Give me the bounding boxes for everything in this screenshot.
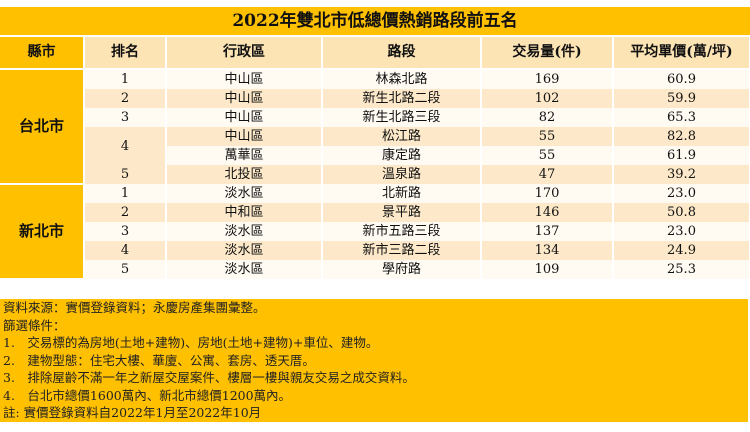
table-row: 萬華區 康定路 55 61.9 bbox=[0, 146, 750, 165]
volume-cell: 134 bbox=[481, 241, 614, 260]
road-cell: 松江路 bbox=[322, 127, 482, 146]
district-cell: 萬華區 bbox=[166, 146, 323, 165]
price-cell: 82.8 bbox=[613, 127, 750, 146]
road-cell: 林森北路 bbox=[322, 69, 482, 89]
volume-cell: 109 bbox=[481, 260, 614, 279]
road-cell: 溫泉路 bbox=[322, 165, 482, 184]
volume-cell: 146 bbox=[481, 203, 614, 222]
district-cell: 淡水區 bbox=[166, 260, 323, 279]
city-cell: 新北市 bbox=[0, 184, 85, 280]
header-road: 路段 bbox=[322, 37, 482, 70]
rank-cell: 2 bbox=[84, 89, 167, 108]
header-row: 縣市 排名 行政區 路段 交易量(件) 平均單價(萬/坪) bbox=[0, 37, 750, 70]
price-cell: 65.3 bbox=[613, 108, 750, 127]
district-cell: 北投區 bbox=[166, 165, 323, 184]
header-price: 平均單價(萬/坪) bbox=[613, 37, 750, 70]
road-cell: 新生北路三段 bbox=[322, 108, 482, 127]
volume-cell: 102 bbox=[481, 89, 614, 108]
volume-cell: 47 bbox=[481, 165, 614, 184]
price-cell: 24.9 bbox=[613, 241, 750, 260]
road-cell: 北新路 bbox=[322, 184, 482, 203]
footnote-line: 1. 交易標的為房地(土地+建物)、房地(土地+建物)+車位、建物。 bbox=[3, 335, 379, 350]
footnote-line: 2. 建物型態：住宅大樓、華廈、公寓、套房、透天厝。 bbox=[3, 352, 315, 368]
rank-cell: 3 bbox=[84, 108, 167, 127]
price-cell: 61.9 bbox=[613, 146, 750, 165]
district-cell: 淡水區 bbox=[166, 222, 323, 241]
district-cell: 中山區 bbox=[166, 89, 323, 108]
footnote-line: 註: 實價登錄資料自2022年1月至2022年10月 bbox=[3, 405, 262, 420]
road-cell: 康定路 bbox=[322, 146, 482, 165]
road-cell: 新生北路二段 bbox=[322, 89, 482, 108]
rank-cell: 1 bbox=[84, 69, 167, 89]
district-cell: 中山區 bbox=[166, 127, 323, 146]
district-cell: 中山區 bbox=[166, 69, 323, 89]
footnote-line: 資料來源：實價登錄資料；永慶房產集團彙整。 bbox=[3, 300, 266, 315]
rank-cell: 5 bbox=[84, 165, 167, 184]
footnote-line: 篩選條件： bbox=[3, 317, 66, 333]
price-cell: 23.0 bbox=[613, 222, 750, 241]
rank-cell: 1 bbox=[84, 184, 167, 203]
table-row: 5 淡水區 學府路 109 25.3 bbox=[0, 260, 750, 279]
rank-cell: 4 bbox=[84, 127, 167, 165]
rank-cell: 5 bbox=[84, 260, 167, 279]
table-row: 台北市 1 中山區 林森北路 169 60.9 bbox=[0, 69, 750, 185]
price-cell: 59.9 bbox=[613, 89, 750, 108]
table-row: 3 淡水區 新市五路三段 137 23.0 bbox=[0, 222, 750, 241]
district-cell: 中和區 bbox=[166, 203, 323, 222]
price-cell: 50.8 bbox=[613, 203, 750, 222]
road-cell: 新市五路三段 bbox=[322, 222, 482, 241]
table-row: 5 北投區 溫泉路 47 39.2 bbox=[0, 165, 750, 184]
table-title: 2022年雙北市低總價熱銷路段前五名 bbox=[0, 7, 750, 35]
table-row: 新北市 1 淡水區 北新路 170 23.0 bbox=[0, 184, 750, 280]
rank-cell: 3 bbox=[84, 222, 167, 241]
volume-cell: 55 bbox=[481, 146, 614, 165]
header-rank: 排名 bbox=[84, 37, 167, 70]
district-cell: 中山區 bbox=[166, 108, 323, 127]
road-cell: 學府路 bbox=[322, 260, 482, 279]
volume-cell: 55 bbox=[481, 127, 614, 146]
footnotes: 資料來源：實價登錄資料；永慶房產集團彙整。 篩選條件： 1. 交易標的為房地(土地+… bbox=[0, 299, 748, 422]
volume-cell: 170 bbox=[481, 184, 614, 203]
road-cell: 新市三路二段 bbox=[322, 241, 482, 260]
district-cell: 淡水區 bbox=[166, 184, 323, 203]
volume-cell: 169 bbox=[481, 69, 614, 89]
footnote-line: 4. 台北市總價1600萬內、新北市總價1200萬內。 bbox=[3, 387, 292, 403]
table-row: 4 中山區 松江路 55 82.8 bbox=[0, 127, 750, 165]
district-cell: 淡水區 bbox=[166, 241, 323, 260]
rank-cell: 2 bbox=[84, 203, 167, 222]
table-row: 2 中山區 新生北路二段 102 59.9 bbox=[0, 89, 750, 108]
price-cell: 25.3 bbox=[613, 260, 750, 279]
city-cell: 台北市 bbox=[0, 69, 85, 185]
table-row: 3 中山區 新生北路三段 82 65.3 bbox=[0, 108, 750, 127]
ranking-table: 縣市 排名 行政區 路段 交易量(件) 平均單價(萬/坪) 台北市 1 中山區 林森北… bbox=[0, 37, 750, 280]
price-cell: 60.9 bbox=[613, 69, 750, 89]
header-volume: 交易量(件) bbox=[481, 37, 614, 70]
header-city: 縣市 bbox=[0, 37, 85, 70]
volume-cell: 82 bbox=[481, 108, 614, 127]
table-row: 2 中和區 景平路 146 50.8 bbox=[0, 203, 750, 222]
road-cell: 景平路 bbox=[322, 203, 482, 222]
volume-cell: 137 bbox=[481, 222, 614, 241]
header-district: 行政區 bbox=[166, 37, 323, 70]
table-row: 4 淡水區 新市三路二段 134 24.9 bbox=[0, 241, 750, 260]
price-cell: 23.0 bbox=[613, 184, 750, 203]
footnote-line: 3. 排除屋齡不滿一年之新屋交屋案件、樓層一樓與親友交易之成交資料。 bbox=[3, 370, 415, 385]
rank-cell: 4 bbox=[84, 241, 167, 260]
price-cell: 39.2 bbox=[613, 165, 750, 184]
